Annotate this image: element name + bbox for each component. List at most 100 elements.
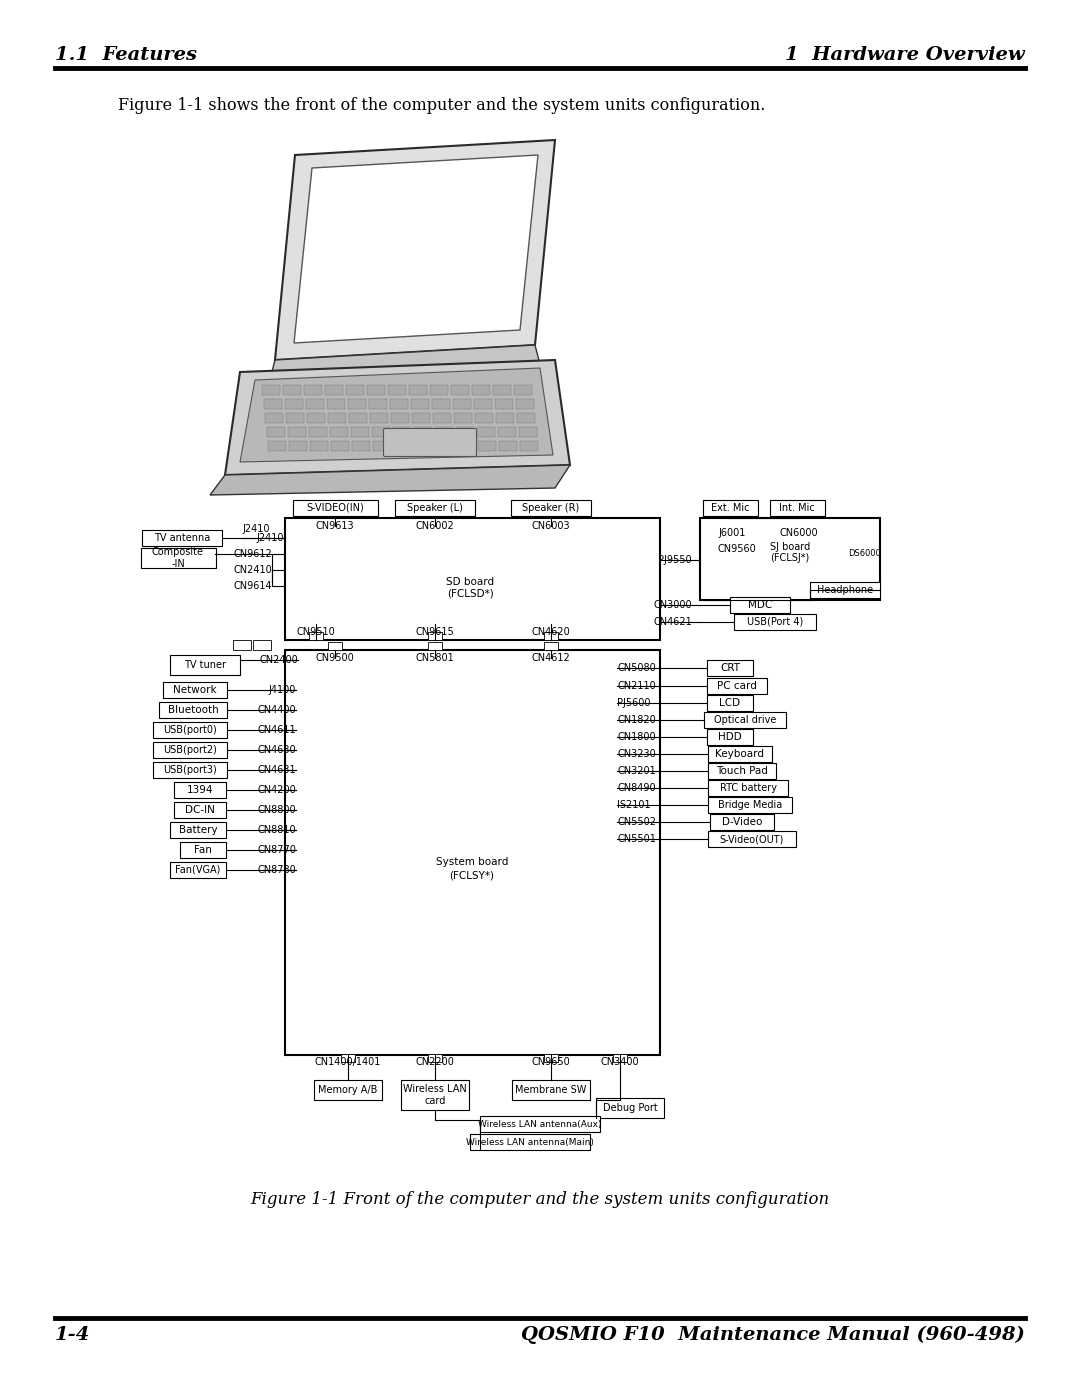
Bar <box>287 427 306 437</box>
Text: Speaker (R): Speaker (R) <box>523 503 580 513</box>
Bar <box>702 500 757 515</box>
Bar <box>769 500 824 515</box>
Text: SJ board: SJ board <box>770 542 810 552</box>
Bar <box>180 842 226 858</box>
Bar <box>410 400 429 409</box>
Bar <box>498 427 515 437</box>
Bar <box>253 640 271 650</box>
Text: RTC battery: RTC battery <box>719 782 777 793</box>
Bar <box>596 1098 664 1118</box>
Bar <box>267 427 284 437</box>
Text: CN8490: CN8490 <box>617 782 656 793</box>
Text: CN3400: CN3400 <box>600 1058 639 1067</box>
Text: CN9560: CN9560 <box>718 543 757 555</box>
Bar <box>390 400 407 409</box>
Text: Figure 1-1 Front of the computer and the system units configuration: Figure 1-1 Front of the computer and the… <box>251 1192 829 1208</box>
FancyBboxPatch shape <box>383 429 476 457</box>
Text: CN5502: CN5502 <box>617 817 656 827</box>
Bar <box>170 655 240 675</box>
Bar <box>392 427 410 437</box>
Bar <box>496 414 514 423</box>
Text: Headphone: Headphone <box>816 585 873 595</box>
Bar <box>415 441 433 451</box>
Bar <box>286 414 303 423</box>
Bar <box>264 400 282 409</box>
Text: Int. Mic: Int. Mic <box>779 503 815 513</box>
Text: Debug Port: Debug Port <box>603 1104 658 1113</box>
Bar <box>436 441 454 451</box>
Bar <box>457 441 475 451</box>
Text: 1394: 1394 <box>187 785 213 795</box>
Bar <box>329 427 348 437</box>
Text: PJ5600: PJ5600 <box>617 698 650 708</box>
Bar <box>326 400 345 409</box>
Text: DC-IN: DC-IN <box>185 805 215 814</box>
Text: CN9615: CN9615 <box>416 627 455 637</box>
Text: PJ9550: PJ9550 <box>659 555 692 564</box>
Bar <box>492 386 511 395</box>
Bar <box>433 414 451 423</box>
Text: (FCLSD*): (FCLSD*) <box>447 590 494 599</box>
Text: CN3000: CN3000 <box>653 599 692 610</box>
Text: CN8780: CN8780 <box>257 865 296 875</box>
Polygon shape <box>240 367 553 462</box>
Text: CN3230: CN3230 <box>617 749 656 759</box>
Bar <box>351 427 368 437</box>
Text: Touch Pad: Touch Pad <box>716 766 768 775</box>
Bar <box>428 1053 442 1062</box>
Bar <box>373 441 391 451</box>
Text: CN5501: CN5501 <box>617 834 656 844</box>
Bar <box>307 414 325 423</box>
Bar <box>517 414 535 423</box>
Bar <box>734 615 816 630</box>
Text: (FCLSY*): (FCLSY*) <box>449 870 495 880</box>
Text: Wireless LAN antenna(Main): Wireless LAN antenna(Main) <box>467 1137 594 1147</box>
Bar <box>515 400 534 409</box>
Bar <box>430 386 448 395</box>
Bar <box>700 518 880 599</box>
Bar <box>170 862 226 877</box>
Bar <box>372 427 390 437</box>
Text: TV tuner: TV tuner <box>184 659 226 671</box>
Text: Speaker (L): Speaker (L) <box>407 503 463 513</box>
Text: CN9510: CN9510 <box>297 627 336 637</box>
Bar <box>544 1053 558 1062</box>
Bar <box>401 1080 469 1111</box>
Bar <box>289 441 307 451</box>
Bar <box>163 682 227 698</box>
Text: CN9614: CN9614 <box>233 581 272 591</box>
Bar <box>544 643 558 650</box>
Text: QOSMIO F10  Maintenance Manual (960-498): QOSMIO F10 Maintenance Manual (960-498) <box>522 1326 1025 1344</box>
Bar <box>265 414 283 423</box>
Text: Bridge Media: Bridge Media <box>718 800 782 810</box>
Polygon shape <box>268 345 542 387</box>
Bar <box>328 643 342 650</box>
Text: Membrane SW: Membrane SW <box>515 1085 586 1095</box>
Text: 1-4: 1-4 <box>55 1326 91 1344</box>
Text: CN6000: CN6000 <box>780 528 819 538</box>
Bar <box>512 1080 590 1099</box>
Bar <box>708 831 796 847</box>
Text: Battery: Battery <box>178 826 217 835</box>
Bar <box>233 640 251 650</box>
Text: CN1820: CN1820 <box>617 715 656 725</box>
Text: CN8810: CN8810 <box>257 826 296 835</box>
Bar <box>499 441 517 451</box>
Text: CN5801: CN5801 <box>416 652 455 664</box>
Bar <box>707 694 753 711</box>
Bar <box>730 597 789 613</box>
Text: CN2110: CN2110 <box>617 680 656 692</box>
Bar <box>613 1053 627 1062</box>
Bar <box>511 500 591 515</box>
Bar <box>388 386 406 395</box>
Bar <box>159 703 227 718</box>
Bar <box>495 400 513 409</box>
Bar <box>310 441 328 451</box>
Text: CN2400: CN2400 <box>259 655 298 665</box>
Text: USB(port0): USB(port0) <box>163 725 217 735</box>
Bar <box>330 441 349 451</box>
Text: Optical drive: Optical drive <box>714 715 777 725</box>
Text: CN6002: CN6002 <box>416 521 455 531</box>
Bar <box>293 500 378 515</box>
Bar <box>472 386 490 395</box>
